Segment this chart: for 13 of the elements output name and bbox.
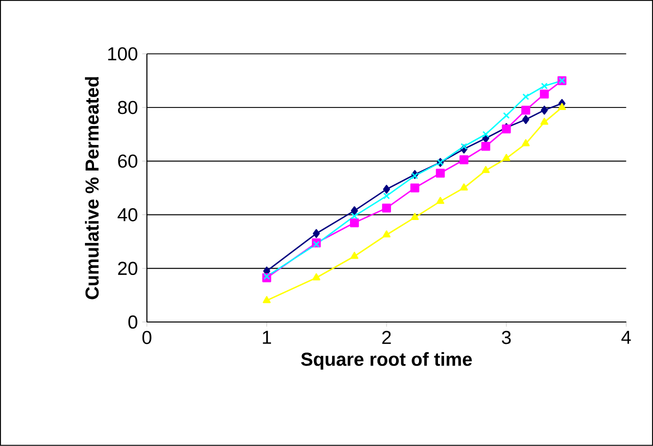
- y-tick-label: 80: [118, 100, 138, 114]
- x-tick-label: 0: [142, 330, 152, 344]
- y-tick-label: 100: [108, 47, 138, 61]
- y-tick-label: 20: [118, 262, 138, 276]
- x-tick-label: 2: [382, 330, 391, 344]
- x-axis-title: Square root of time: [301, 352, 472, 370]
- x-tick-label: 4: [621, 330, 631, 344]
- x-tick-label: 1: [262, 330, 272, 344]
- y-axis-title: Cumulative % Permeated: [84, 77, 99, 300]
- y-tick-label: 40: [118, 208, 138, 222]
- x-tick-label: 3: [502, 330, 511, 344]
- y-tick-label: 60: [118, 154, 138, 168]
- y-tick-label: 0: [128, 315, 138, 329]
